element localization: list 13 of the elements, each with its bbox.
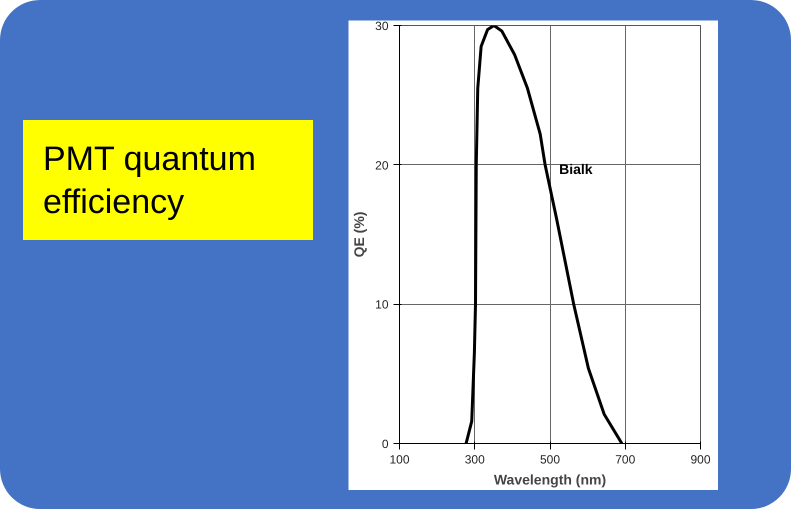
x-tick-label: 700 bbox=[615, 452, 636, 466]
x-axis-title: Wavelength (nm) bbox=[494, 472, 606, 488]
x-tick-label: 500 bbox=[540, 452, 560, 466]
y-tick-label: 10 bbox=[375, 298, 389, 312]
y-tick-label: 20 bbox=[375, 158, 389, 172]
x-tick-label: 100 bbox=[389, 452, 410, 466]
x-tick-label: 900 bbox=[690, 452, 711, 466]
y-tick-label: 0 bbox=[382, 437, 389, 451]
series-label: Bialk bbox=[559, 160, 593, 177]
y-tick-label: 30 bbox=[375, 19, 389, 33]
x-tick-label: 300 bbox=[464, 452, 486, 466]
y-axis-title: QE (%) bbox=[351, 212, 368, 258]
text: PMT quantum efficiency bbox=[43, 139, 257, 222]
